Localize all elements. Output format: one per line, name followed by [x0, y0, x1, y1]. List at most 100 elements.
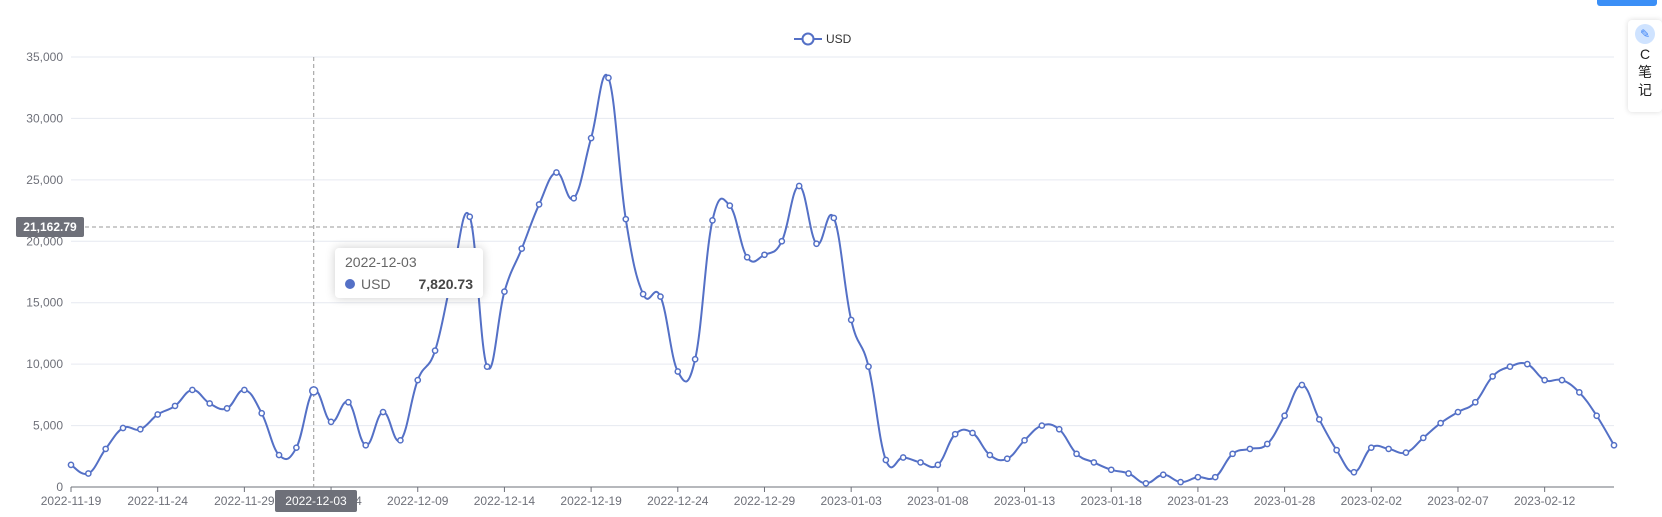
data-point[interactable] — [830, 214, 838, 222]
data-point[interactable] — [431, 347, 439, 354]
data-point[interactable] — [917, 459, 924, 466]
note-widget[interactable]: ✎ C 笔 记 — [1628, 20, 1662, 112]
data-point[interactable] — [1558, 376, 1566, 384]
data-point[interactable] — [1003, 455, 1011, 463]
data-point[interactable] — [466, 213, 474, 221]
data-point[interactable] — [1125, 470, 1132, 477]
grid-lines — [71, 56, 1614, 427]
data-point[interactable] — [1385, 445, 1392, 453]
data-point[interactable] — [778, 237, 786, 245]
data-point[interactable] — [1506, 363, 1514, 370]
data-point[interactable] — [1055, 425, 1063, 433]
data-point[interactable] — [622, 215, 630, 223]
data-point[interactable] — [743, 253, 751, 261]
data-point[interactable] — [362, 441, 370, 449]
data-point[interactable] — [241, 386, 248, 394]
data-point[interactable] — [327, 418, 335, 426]
data-point[interactable] — [1177, 478, 1184, 486]
tooltip-value: 7,820.73 — [418, 276, 474, 292]
data-point[interactable] — [1159, 471, 1167, 479]
data-point[interactable] — [553, 169, 560, 176]
data-point[interactable] — [882, 456, 890, 464]
data-point[interactable] — [1471, 398, 1479, 406]
data-point[interactable] — [483, 363, 491, 370]
data-point[interactable] — [1229, 450, 1236, 458]
data-point[interactable] — [726, 202, 734, 210]
data-point[interactable] — [1575, 389, 1583, 396]
data-point[interactable] — [67, 461, 75, 469]
data-point[interactable] — [639, 290, 647, 298]
x-tick-label: 2022-12-29 — [734, 494, 796, 508]
data-point[interactable] — [1038, 422, 1046, 429]
data-point[interactable] — [1263, 440, 1271, 448]
data-point[interactable] — [397, 436, 404, 444]
data-point[interactable] — [379, 408, 387, 416]
data-point[interactable] — [1142, 479, 1150, 487]
data-point[interactable] — [136, 425, 144, 433]
data-point[interactable] — [518, 245, 526, 253]
data-point[interactable] — [813, 240, 820, 248]
data-point[interactable] — [1211, 473, 1219, 481]
data-point[interactable] — [1194, 473, 1202, 481]
data-point[interactable] — [1350, 468, 1358, 476]
data-point[interactable] — [951, 430, 959, 438]
data-point[interactable] — [865, 363, 872, 370]
data-point[interactable] — [709, 217, 716, 224]
data-point[interactable] — [102, 445, 110, 453]
data-point[interactable] — [501, 288, 508, 296]
data-point[interactable] — [1281, 412, 1288, 420]
data-point[interactable] — [414, 376, 422, 384]
data-point[interactable] — [605, 74, 612, 82]
top-badge[interactable] — [1597, 0, 1657, 6]
data-point[interactable] — [1593, 412, 1601, 420]
data-point[interactable] — [1298, 381, 1306, 389]
data-point[interactable] — [1315, 416, 1323, 423]
axis-pointer-labels: 21,162.79 2022-12-03 — [16, 217, 357, 512]
data-point[interactable] — [84, 470, 92, 477]
data-point[interactable] — [657, 293, 664, 300]
data-point[interactable] — [308, 386, 319, 396]
data-point[interactable] — [154, 411, 162, 418]
data-point[interactable] — [1107, 466, 1115, 474]
data-point[interactable] — [761, 251, 768, 259]
data-point[interactable] — [189, 386, 196, 394]
x-tick-label: 2022-11-29 — [214, 494, 275, 508]
data-point[interactable] — [986, 451, 994, 459]
legend[interactable]: USD — [794, 32, 852, 46]
data-point[interactable] — [587, 134, 595, 142]
data-point[interactable] — [275, 451, 283, 459]
y-tick-label: 0 — [56, 480, 63, 494]
data-point[interactable] — [206, 400, 214, 407]
data-point[interactable] — [570, 194, 578, 202]
x-tick-label: 2023-01-28 — [1254, 494, 1316, 508]
data-point[interactable] — [1021, 436, 1028, 444]
data-point[interactable] — [691, 355, 699, 363]
data-point[interactable] — [1402, 449, 1410, 456]
data-point[interactable] — [1367, 444, 1375, 452]
data-point[interactable] — [1489, 373, 1496, 380]
data-point[interactable] — [847, 316, 855, 324]
data-point[interactable] — [1541, 376, 1549, 384]
data-point[interactable] — [1419, 434, 1427, 442]
data-point[interactable] — [969, 429, 976, 437]
data-point[interactable] — [1246, 445, 1254, 453]
data-point[interactable] — [1090, 459, 1098, 466]
data-point[interactable] — [934, 461, 942, 469]
data-point[interactable] — [795, 182, 803, 190]
data-point[interactable] — [119, 424, 127, 432]
data-point[interactable] — [1454, 408, 1462, 416]
y-tick-label: 15,000 — [26, 296, 63, 310]
data-point[interactable] — [258, 409, 266, 417]
data-point[interactable] — [1523, 360, 1531, 368]
data-point[interactable] — [293, 444, 300, 452]
data-point[interactable] — [1610, 441, 1618, 449]
data-point[interactable] — [899, 454, 907, 461]
data-point[interactable] — [1437, 419, 1444, 427]
data-point[interactable] — [535, 201, 543, 208]
data-point[interactable] — [223, 405, 231, 412]
data-point[interactable] — [1333, 446, 1340, 454]
data-point[interactable] — [171, 402, 179, 410]
data-point[interactable] — [1073, 450, 1080, 458]
data-point[interactable] — [345, 398, 352, 406]
data-point[interactable] — [674, 368, 682, 375]
